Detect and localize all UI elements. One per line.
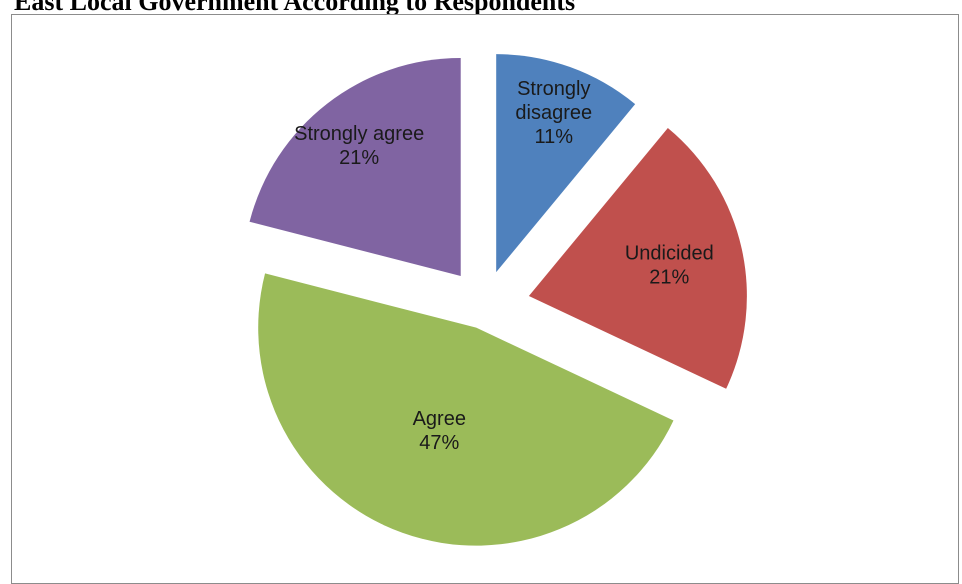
slice-label-agree: Agree 47% bbox=[413, 408, 466, 454]
pie-slice-strongly-agree bbox=[249, 57, 461, 276]
slice-labels: Strongly disagree 11% Undicided 21% Agree 47% S… bbox=[294, 78, 714, 454]
pie-slice-strongly-disagree bbox=[496, 54, 636, 273]
pie-slices bbox=[249, 54, 747, 546]
slice-label-strongly-agree: Strongly agree 21% bbox=[294, 123, 424, 169]
pie-slice-agree bbox=[258, 273, 674, 546]
pie-slice-undicided bbox=[528, 127, 747, 389]
chart-title: East Local Government According to Respo… bbox=[14, 0, 576, 16]
slice-label-strongly-disagree: Strongly disagree 11% bbox=[515, 78, 592, 148]
slice-label-undicided: Undicided 21% bbox=[625, 243, 714, 289]
